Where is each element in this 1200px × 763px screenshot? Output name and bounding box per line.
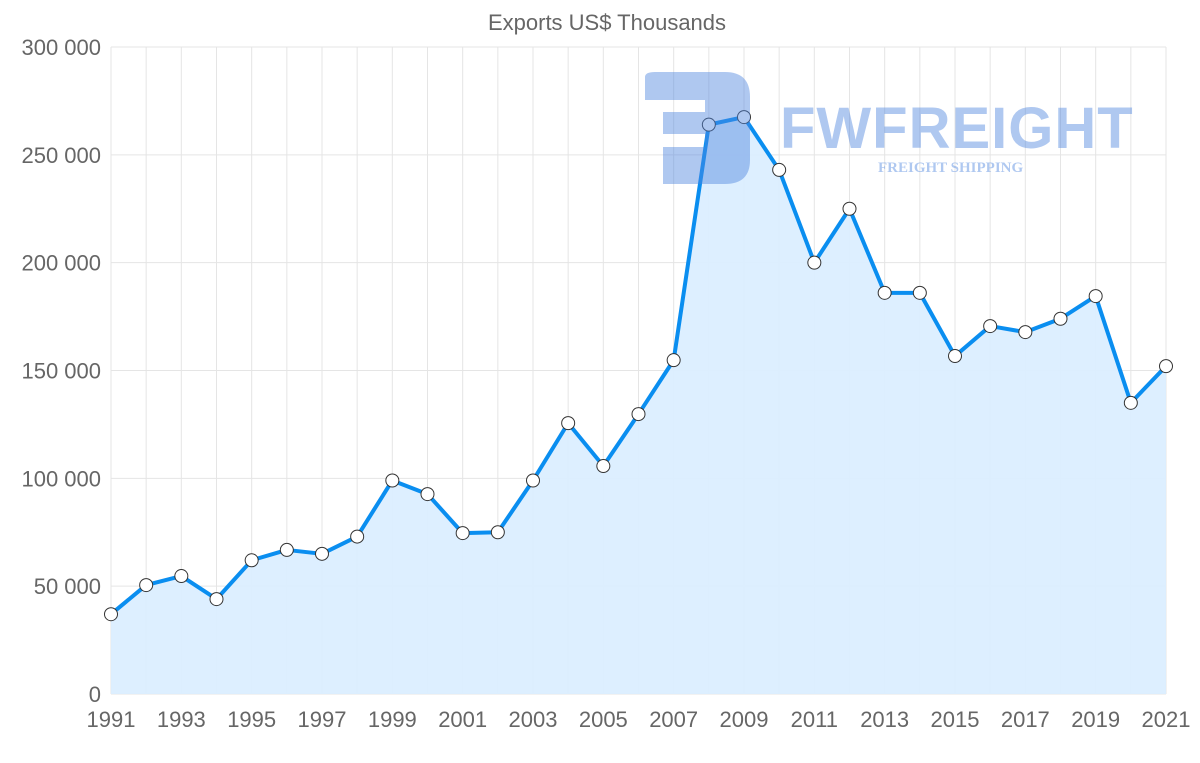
x-tick-label: 2021: [1142, 707, 1191, 732]
y-tick-label: 150 000: [21, 359, 101, 384]
x-tick-label: 2015: [931, 707, 980, 732]
data-point: [842, 201, 857, 216]
data-point: [174, 569, 189, 584]
data-point: [701, 117, 716, 132]
data-point: [420, 487, 435, 502]
data-point: [561, 416, 576, 431]
data-point: [1053, 311, 1068, 326]
x-tick-label: 2011: [791, 707, 838, 732]
x-tick-label: 1991: [87, 707, 136, 732]
y-tick-label: 200 000: [21, 251, 101, 276]
data-point: [1159, 359, 1173, 374]
data-point: [526, 473, 540, 488]
x-tick-label: 2007: [649, 707, 698, 732]
data-point: [877, 285, 892, 300]
x-tick-label: 2009: [720, 707, 769, 732]
data-point: [139, 578, 154, 593]
data-point: [912, 285, 927, 300]
data-point: [350, 529, 365, 544]
data-point: [315, 546, 329, 561]
area-fill: [111, 117, 1166, 694]
data-point: [948, 349, 962, 364]
watermark-tagline: FREIGHT SHIPPING: [878, 160, 1024, 176]
data-point: [385, 473, 400, 488]
y-tick-label: 100 000: [21, 466, 101, 491]
data-point: [209, 592, 224, 607]
x-tick-label: 2003: [509, 707, 558, 732]
x-tick-label: 1999: [368, 707, 417, 732]
x-tick-label: 2017: [1001, 707, 1050, 732]
data-point: [1088, 289, 1103, 304]
data-point: [666, 353, 681, 368]
data-point: [104, 607, 118, 622]
x-tick-label: 1995: [227, 707, 276, 732]
data-point: [279, 542, 294, 557]
data-point: [490, 525, 505, 540]
x-tick-label: 2019: [1071, 707, 1120, 732]
x-tick-label: 1993: [157, 707, 206, 732]
y-tick-label: 300 000: [21, 35, 101, 60]
data-point: [596, 459, 611, 474]
data-point: [983, 319, 998, 334]
data-point: [737, 110, 751, 125]
data-point: [631, 407, 646, 422]
y-tick-label: 0: [89, 682, 101, 707]
x-tick-label: 2005: [579, 707, 628, 732]
data-point: [807, 255, 822, 270]
watermark-logo: FWFREIGHT: [780, 96, 1134, 161]
chart-title: Exports US$ Thousands: [488, 10, 726, 35]
x-tick-label: 2001: [438, 707, 487, 732]
data-point: [1018, 325, 1033, 340]
x-tick-label: 2013: [860, 707, 909, 732]
x-tick-label: 1997: [298, 707, 347, 732]
y-tick-label: 50 000: [34, 574, 101, 599]
data-point: [244, 553, 259, 568]
data-point: [455, 526, 470, 541]
data-point: [772, 162, 787, 177]
y-tick-label: 250 000: [21, 143, 101, 168]
data-point: [1123, 395, 1138, 410]
